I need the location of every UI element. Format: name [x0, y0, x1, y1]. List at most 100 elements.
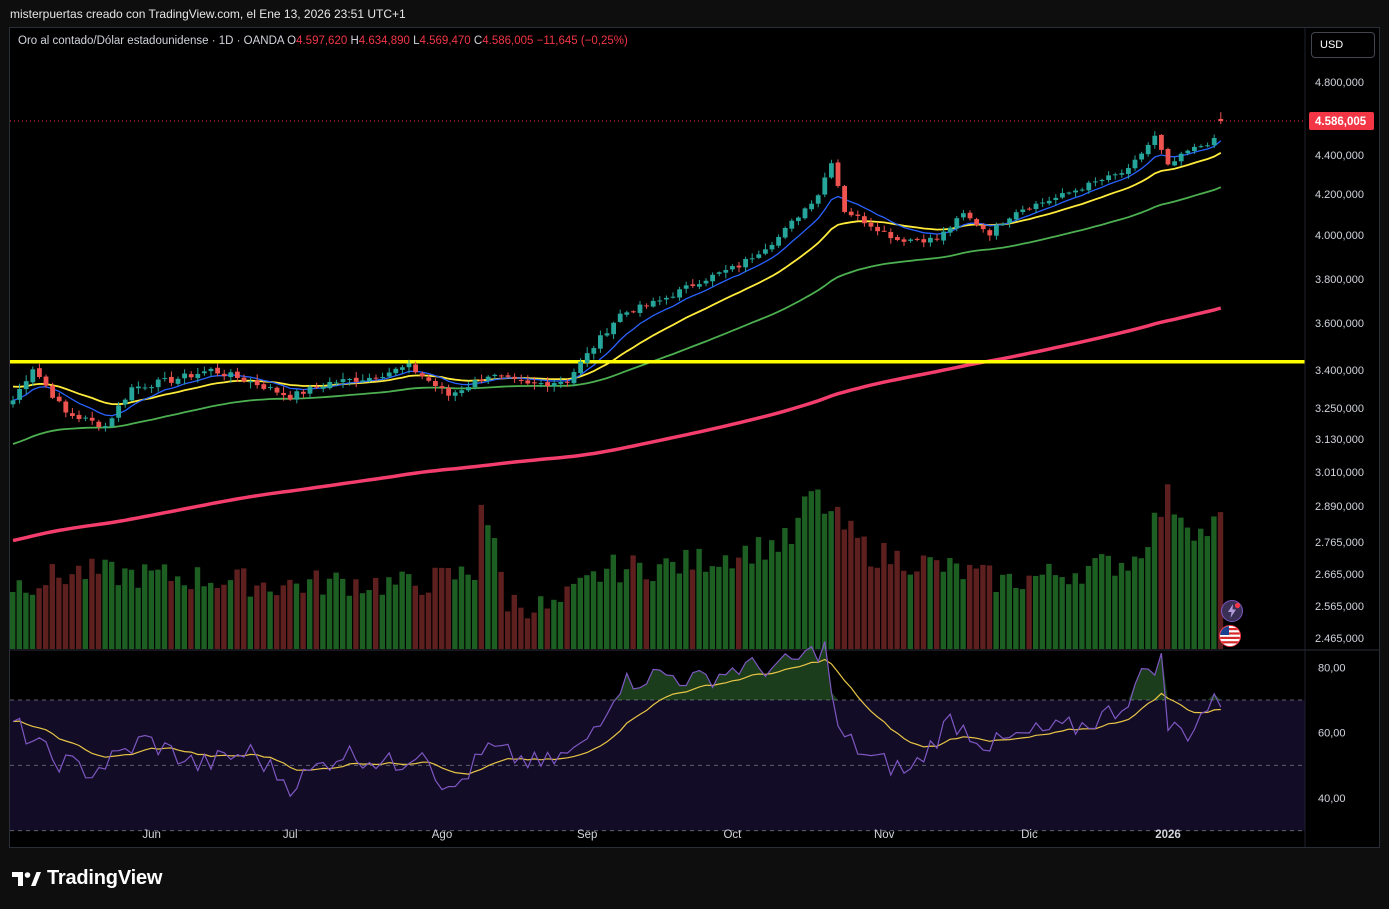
volume-bar [432, 567, 438, 649]
candle-body [901, 239, 907, 242]
candle-body [822, 177, 828, 195]
volume-bar [155, 569, 161, 649]
volume-bar [1125, 570, 1131, 649]
candle-body [347, 379, 352, 381]
candle-body [657, 300, 663, 302]
volume-bar [406, 574, 412, 649]
volume-bar [703, 571, 709, 649]
volume-bar [458, 566, 465, 649]
volume-bar [1211, 516, 1217, 649]
volume-bar [379, 594, 385, 649]
candle-body [1119, 173, 1125, 175]
volume-bar [894, 550, 900, 649]
candle-body [37, 368, 42, 377]
candle-body [215, 367, 220, 374]
volume-bar [1072, 573, 1078, 649]
volume-bar [1145, 547, 1151, 649]
candle-body [538, 383, 544, 385]
volume-bar [194, 567, 201, 649]
volume-bar [709, 566, 715, 649]
candle-body [129, 387, 135, 401]
candle-body [782, 227, 788, 238]
volume-bar [524, 618, 531, 649]
volume-bar [69, 574, 75, 649]
volume-bar [142, 564, 148, 649]
candle-body [1060, 193, 1065, 198]
volume-bar [293, 583, 300, 649]
volume-bar [373, 577, 379, 649]
volume-bar [564, 586, 570, 649]
candle-body [565, 381, 570, 383]
candle-body [1218, 118, 1224, 122]
volume-bar [23, 592, 29, 649]
candle-body [1192, 146, 1197, 152]
volume-bar [729, 568, 735, 649]
volume-bar [326, 578, 333, 649]
volume-bar [505, 611, 511, 649]
time-axis-label: Dic [1021, 829, 1038, 841]
candle-body [954, 218, 960, 229]
candle-body [941, 231, 946, 241]
candle-body [545, 382, 550, 387]
candle-body [1000, 224, 1006, 226]
volume-bar [881, 542, 887, 649]
candle-body [703, 280, 709, 284]
candle-body [848, 211, 854, 216]
ema-200-line [12, 306, 1222, 543]
volume-bar [656, 564, 663, 649]
us-flag-icon[interactable] [1219, 625, 1241, 647]
lightning-icon[interactable] [1221, 600, 1243, 622]
current-price-tag [1309, 112, 1374, 131]
candle-body [56, 396, 62, 402]
candle-body [136, 386, 141, 389]
currency-button[interactable]: USD [1311, 32, 1375, 58]
candle-body [1152, 135, 1158, 146]
candle-body [571, 372, 577, 384]
volume-bar [95, 573, 102, 649]
volume-bar [973, 568, 979, 649]
volume-bar [1112, 575, 1118, 649]
candle-body [367, 377, 372, 381]
volume-bar [10, 592, 16, 649]
symbol-name[interactable]: Oro al contado/Dólar estadounidense · 1D… [18, 35, 284, 47]
volume-bar [736, 557, 742, 649]
candle-body [155, 379, 161, 388]
volume-bar [340, 578, 346, 649]
rsi-line [12, 641, 1222, 798]
volume-bar [577, 577, 583, 649]
candle-body [716, 272, 722, 274]
volume-bar [676, 573, 682, 649]
volume-bar [914, 571, 920, 649]
candle-body [188, 374, 194, 378]
candle-body [763, 249, 768, 254]
volume-bar [1178, 517, 1184, 649]
price-axis-label: 3.800,000 [1315, 274, 1364, 286]
volume-bar [584, 575, 590, 649]
volume-bar [1019, 589, 1026, 649]
volume-bar [313, 570, 319, 649]
volume-bar [538, 596, 544, 649]
candle-body [980, 225, 986, 230]
volume-bar [221, 584, 227, 649]
volume-bar [1165, 484, 1171, 649]
candle-body [994, 225, 999, 236]
candle-body [1073, 190, 1078, 193]
candle-body [492, 374, 498, 377]
volume-bar [940, 571, 946, 649]
ema-21-line [12, 152, 1222, 406]
volume-bar [597, 581, 603, 649]
volume-bar [478, 504, 484, 649]
volume-bar [617, 582, 623, 649]
candle-body [169, 376, 174, 383]
volume-bar [1105, 555, 1111, 649]
volume-bar [491, 538, 498, 649]
volume-bar [1217, 512, 1224, 649]
candle-body [175, 378, 181, 384]
tradingview-logo[interactable]: TradingView [11, 867, 162, 890]
legend-close-label: C [473, 35, 483, 47]
volume-bar [254, 585, 260, 649]
candle-body [248, 381, 253, 383]
candle-body [10, 400, 16, 405]
candle-body [301, 391, 306, 394]
